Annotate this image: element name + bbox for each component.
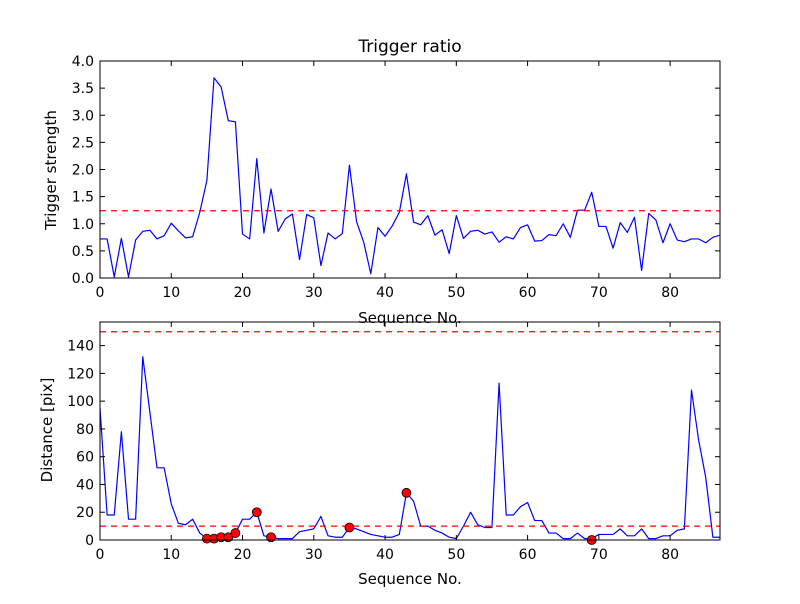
bottom-y-tick-label: 120	[67, 366, 94, 382]
top-plot-area	[100, 77, 720, 278]
top-x-axis-label: Sequence No.	[358, 309, 462, 327]
bottom-x-tick-label: 80	[661, 547, 679, 563]
bottom-x-tick-label: 0	[96, 547, 105, 563]
top-x-tick-label: 0	[96, 285, 105, 301]
bottom-axes-frame	[99, 321, 721, 541]
bottom-x-tick-label: 50	[447, 547, 465, 563]
bottom-marker-point	[223, 532, 234, 543]
top-series-line-0	[100, 77, 720, 278]
top-x-tick-label: 60	[519, 285, 537, 301]
top-x-tick-label: 80	[661, 285, 679, 301]
top-x-tick-label: 20	[234, 285, 252, 301]
bottom-marker-point	[251, 507, 262, 518]
top-y-tick-label: 2.5	[72, 135, 94, 151]
top-y-tick-label: 0.0	[72, 271, 94, 287]
top-x-tick-label: 50	[447, 285, 465, 301]
bottom-y-tick-label: 140	[67, 339, 94, 355]
bottom-y-tick-label: 40	[76, 477, 94, 493]
top-y-axis-label: Trigger strength	[42, 110, 60, 231]
top-subplot: Trigger ratio Sequence No. Trigger stren…	[42, 37, 721, 327]
top-x-tick-label: 70	[590, 285, 608, 301]
bottom-y-tick-label: 80	[76, 422, 94, 438]
bottom-x-tick-label: 70	[590, 547, 608, 563]
bottom-x-tick-label: 40	[376, 547, 394, 563]
bottom-x-tick-label: 30	[305, 547, 323, 563]
top-y-tick-label: 2.0	[72, 163, 94, 179]
top-y-tick-label: 4.0	[72, 54, 94, 70]
top-y-tick-label: 1.0	[72, 217, 94, 233]
top-x-tick-label: 10	[162, 285, 180, 301]
bottom-marker-point	[344, 522, 355, 533]
top-y-tick-label: 3.0	[72, 108, 94, 124]
bottom-x-tick-label: 60	[519, 547, 537, 563]
bottom-x-tick-label: 10	[162, 547, 180, 563]
top-y-tick-label: 0.5	[72, 244, 94, 260]
bottom-x-axis-label: Sequence No.	[358, 570, 462, 588]
bottom-y-tick-label: 20	[76, 505, 94, 521]
bottom-x-tick-label: 20	[234, 547, 252, 563]
bottom-marker-point	[230, 528, 241, 538]
top-y-tick-label: 3.5	[72, 81, 94, 97]
top-x-tick-label: 40	[376, 285, 394, 301]
bottom-y-axis-label: Distance [pix]	[38, 378, 56, 483]
bottom-y-tick-label: 0	[85, 533, 94, 549]
bottom-marker-point	[266, 532, 276, 543]
top-chart-title: Trigger ratio	[357, 37, 461, 57]
top-y-tick-label: 1.5	[72, 190, 94, 206]
bottom-y-tick-label: 100	[67, 394, 94, 410]
bottom-y-tick-label: 60	[76, 450, 94, 466]
bottom-subplot: Sequence No. Distance [pix] 0 10 20 30 40 50 6…	[38, 321, 721, 588]
bottom-marker-point	[401, 487, 412, 498]
top-x-tick-label: 30	[305, 285, 323, 301]
